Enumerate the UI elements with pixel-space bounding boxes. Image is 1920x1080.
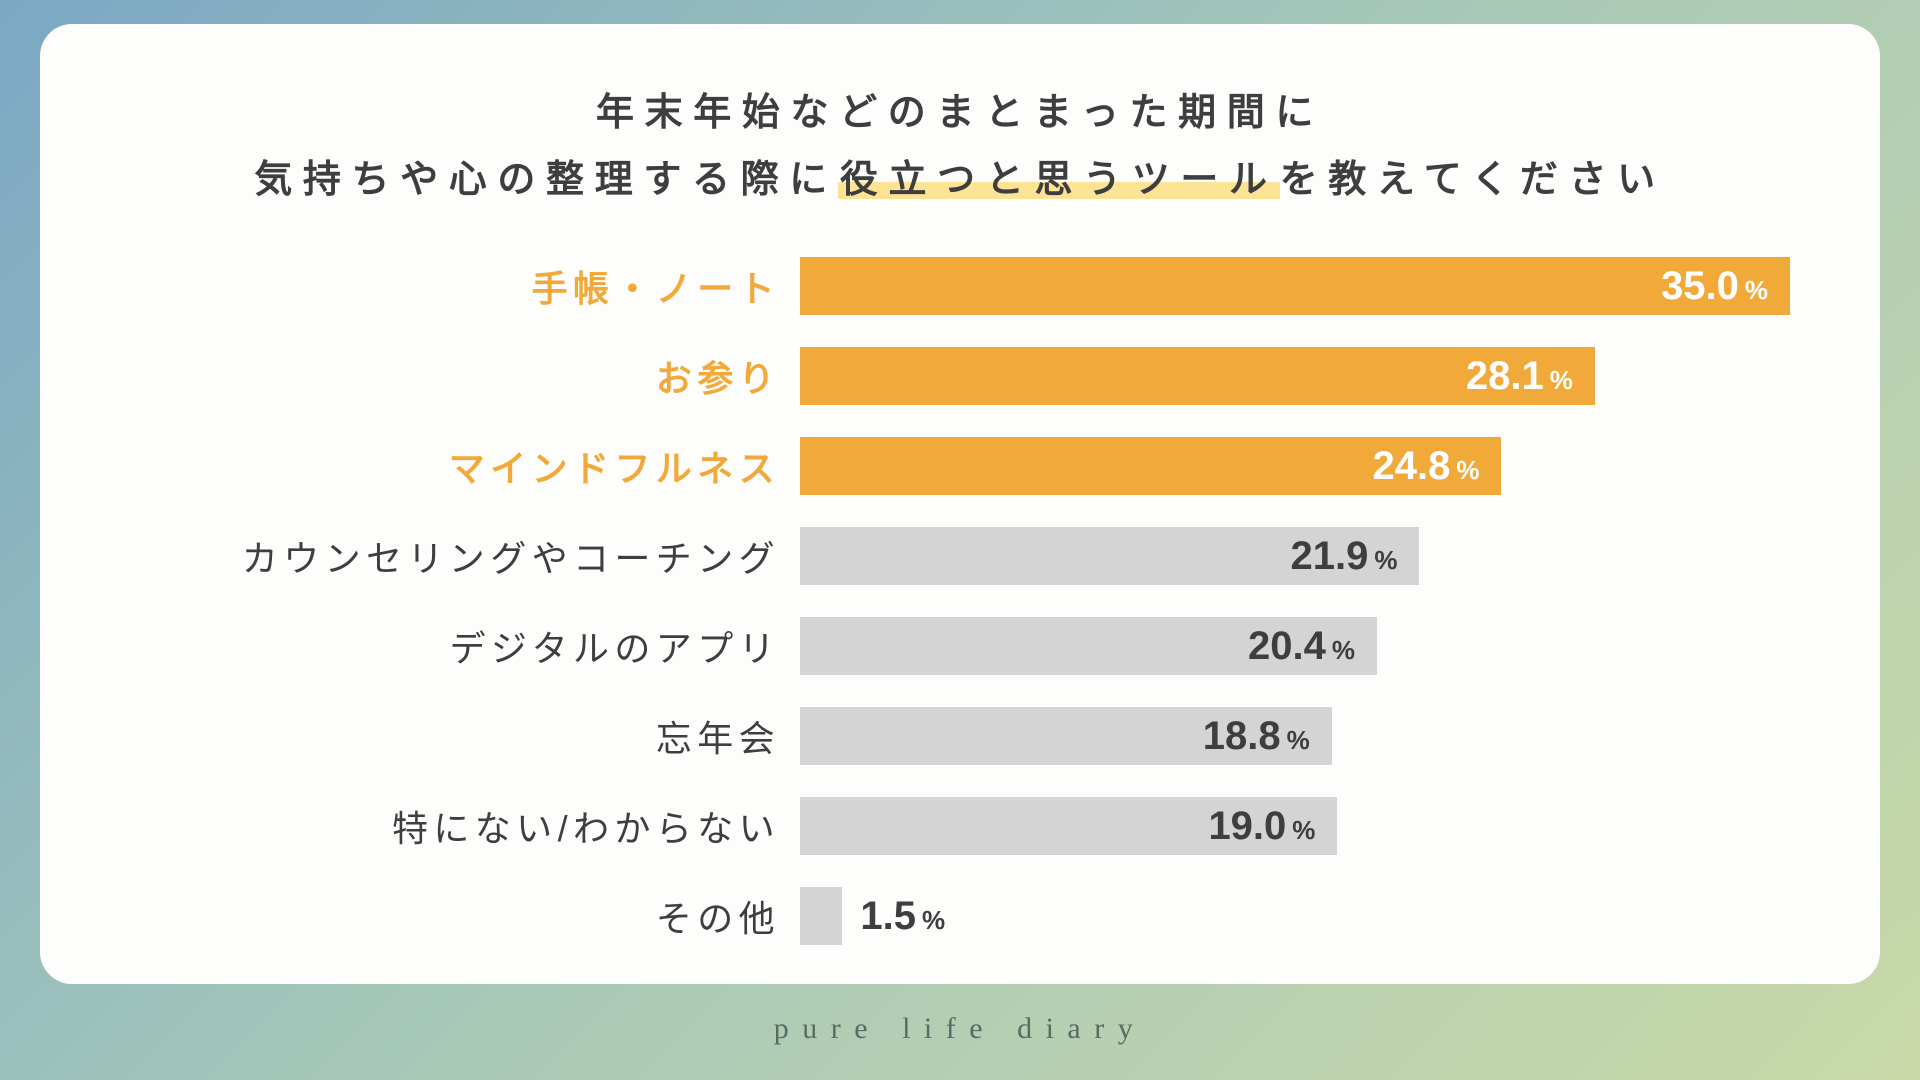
bar-value: 21.9 xyxy=(1290,534,1368,579)
bar-track: 1.5% xyxy=(800,887,1800,945)
percent-symbol: % xyxy=(1550,365,1573,396)
title-highlight: 役立つと思うツール xyxy=(838,159,1280,201)
bar: 35.0% xyxy=(800,257,1790,315)
bar-value: 18.8 xyxy=(1203,714,1281,759)
bar-label: お参り xyxy=(120,350,780,402)
bar xyxy=(800,887,842,945)
title-line-2: 気持ちや心の整理する際に役立つと思うツールを教えてください xyxy=(120,147,1800,214)
bar-value: 28.1 xyxy=(1466,354,1544,399)
bar-label: その他 xyxy=(120,890,780,942)
bar-label: デジタルのアプリ xyxy=(120,620,780,672)
card-panel: 年末年始などのまとまった期間に 気持ちや心の整理する際に役立つと思うツールを教え… xyxy=(40,24,1880,984)
bar-track: 24.8% xyxy=(800,437,1800,495)
footer-brand: pure life diary xyxy=(774,1012,1146,1046)
bar-value: 35.0 xyxy=(1661,264,1739,309)
bar-chart: 手帳・ノート 35.0% お参り 28.1% マインドフルネス 24.8% カウンセリングや… xyxy=(120,257,1800,945)
percent-symbol: % xyxy=(1456,455,1479,486)
bar: 28.1% xyxy=(800,347,1595,405)
percent-symbol: % xyxy=(1292,815,1315,846)
bar: 20.4% xyxy=(800,617,1377,675)
bar-label: 忘年会 xyxy=(120,710,780,762)
bar-track: 18.8% xyxy=(800,707,1800,765)
bar-value: 24.8 xyxy=(1373,444,1451,489)
bar: 18.8% xyxy=(800,707,1332,765)
title-line-2-post: を教えてください xyxy=(1280,159,1666,201)
bar-label: マインドフルネス xyxy=(120,440,780,492)
bar-value-outside: 1.5% xyxy=(860,894,945,939)
bar-track: 35.0% xyxy=(800,257,1800,315)
bar-track: 19.0% xyxy=(800,797,1800,855)
percent-symbol: % xyxy=(922,905,945,936)
bar: 24.8% xyxy=(800,437,1501,495)
bar-label: カウンセリングやコーチング xyxy=(120,530,780,582)
bar-label: 手帳・ノート xyxy=(120,260,780,312)
bar-value: 20.4 xyxy=(1248,624,1326,669)
bar-value: 1.5 xyxy=(860,894,916,939)
percent-symbol: % xyxy=(1374,545,1397,576)
bar-track: 21.9% xyxy=(800,527,1800,585)
chart-title: 年末年始などのまとまった期間に 気持ちや心の整理する際に役立つと思うツールを教え… xyxy=(120,80,1800,213)
bar-track: 20.4% xyxy=(800,617,1800,675)
percent-symbol: % xyxy=(1745,275,1768,306)
bar-track: 28.1% xyxy=(800,347,1800,405)
bar-label: 特にない/わからない xyxy=(120,800,780,852)
bar: 21.9% xyxy=(800,527,1419,585)
title-line-1: 年末年始などのまとまった期間に xyxy=(120,80,1800,147)
bar-value: 19.0 xyxy=(1208,804,1286,849)
title-line-2-pre: 気持ちや心の整理する際に xyxy=(254,159,838,201)
bar: 19.0% xyxy=(800,797,1337,855)
percent-symbol: % xyxy=(1332,635,1355,666)
percent-symbol: % xyxy=(1287,725,1310,756)
